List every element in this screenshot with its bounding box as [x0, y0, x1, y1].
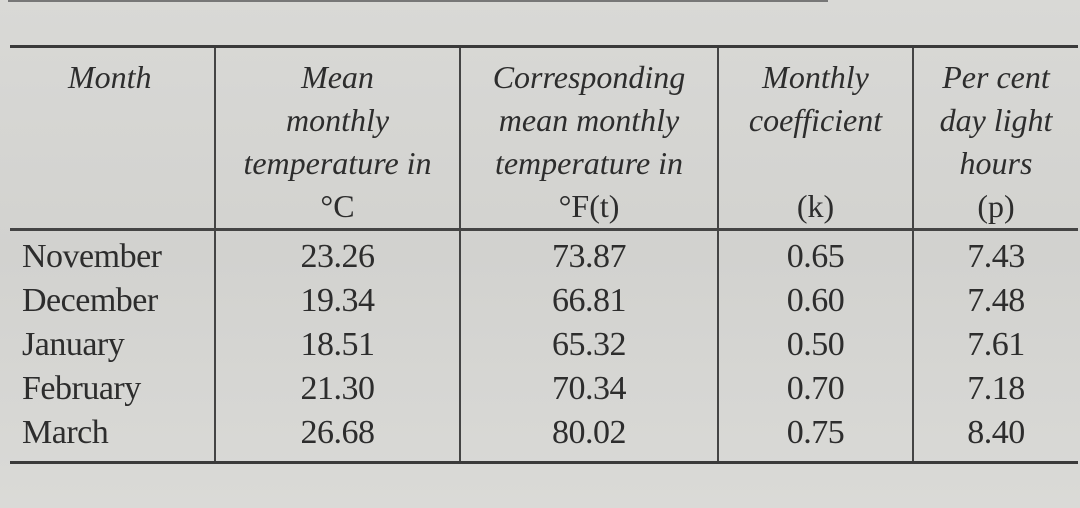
header-row: Month Mean monthly temperature in °C Cor…: [10, 46, 1078, 231]
mean-temp-f-cell: 80.02: [459, 411, 718, 463]
temperature-table-block: Month Mean monthly temperature in °C Cor…: [10, 45, 1078, 464]
header-line: Corresponding: [492, 59, 686, 95]
header-line: mean monthly: [498, 102, 680, 138]
table-body: November 23.26 73.87 0.65 7.43 December …: [10, 229, 1078, 463]
header-line: temperature in: [243, 145, 432, 181]
header-spacer: [719, 142, 912, 185]
mean-temp-c-cell: 23.26: [214, 229, 460, 279]
header-line: hours: [959, 145, 1033, 181]
header-line: day light: [939, 102, 1053, 138]
table-row: December 19.34 66.81 0.60 7.48: [10, 279, 1078, 323]
mean-temp-f-cell: 73.87: [459, 229, 718, 279]
header-line: monthly: [285, 102, 390, 138]
header-line: Mean: [301, 59, 374, 95]
mean-temp-f-cell: 65.32: [459, 323, 718, 367]
header-line: Monthly: [762, 59, 869, 95]
header-month: Month: [10, 46, 215, 231]
top-rule: [8, 0, 828, 2]
header-daylight: Per cent day light hours (p): [912, 46, 1078, 231]
daylight-cell: 7.18: [912, 367, 1078, 411]
month-cell: November: [22, 238, 162, 275]
table-header: Month Mean monthly temperature in °C Cor…: [10, 46, 1078, 231]
mean-temp-f-cell: 66.81: [459, 279, 718, 323]
coefficient-cell: 0.65: [717, 229, 913, 279]
header-line: coefficient: [748, 102, 883, 138]
daylight-cell: 7.61: [912, 323, 1078, 367]
header-unit: (p): [977, 188, 1015, 224]
mean-temp-c-cell: 26.68: [214, 411, 460, 463]
header-line: Per cent: [942, 59, 1050, 95]
header-unit: (k): [796, 188, 835, 224]
header-mean-temp-f: Corresponding mean monthly temperature i…: [459, 46, 718, 231]
coefficient-cell: 0.60: [717, 279, 913, 323]
mean-temp-c-cell: 18.51: [214, 323, 460, 367]
month-cell: March: [22, 414, 109, 451]
month-cell: February: [22, 370, 141, 407]
temperature-table: Month Mean monthly temperature in °C Cor…: [10, 45, 1078, 464]
coefficient-cell: 0.50: [717, 323, 913, 367]
table-row: February 21.30 70.34 0.70 7.18: [10, 367, 1078, 411]
mean-temp-c-cell: 19.34: [214, 279, 460, 323]
daylight-cell: 7.48: [912, 279, 1078, 323]
header-mean-temp-c: Mean monthly temperature in °C: [214, 46, 460, 231]
header-line: temperature in: [494, 145, 684, 181]
header-unit: °F(t): [558, 188, 620, 224]
table-row: January 18.51 65.32 0.50 7.61: [10, 323, 1078, 367]
daylight-cell: 8.40: [912, 411, 1078, 463]
mean-temp-f-cell: 70.34: [459, 367, 718, 411]
header-unit: °C: [320, 188, 355, 224]
table-row: November 23.26 73.87 0.65 7.43: [10, 229, 1078, 279]
coefficient-cell: 0.70: [717, 367, 913, 411]
coefficient-cell: 0.75: [717, 411, 913, 463]
daylight-cell: 7.43: [912, 229, 1078, 279]
table-row: March 26.68 80.02 0.75 8.40: [10, 411, 1078, 463]
month-cell: January: [22, 326, 125, 363]
header-coefficient: Monthly coefficient (k): [717, 46, 913, 231]
month-cell: December: [22, 282, 158, 319]
mean-temp-c-cell: 21.30: [214, 367, 460, 411]
